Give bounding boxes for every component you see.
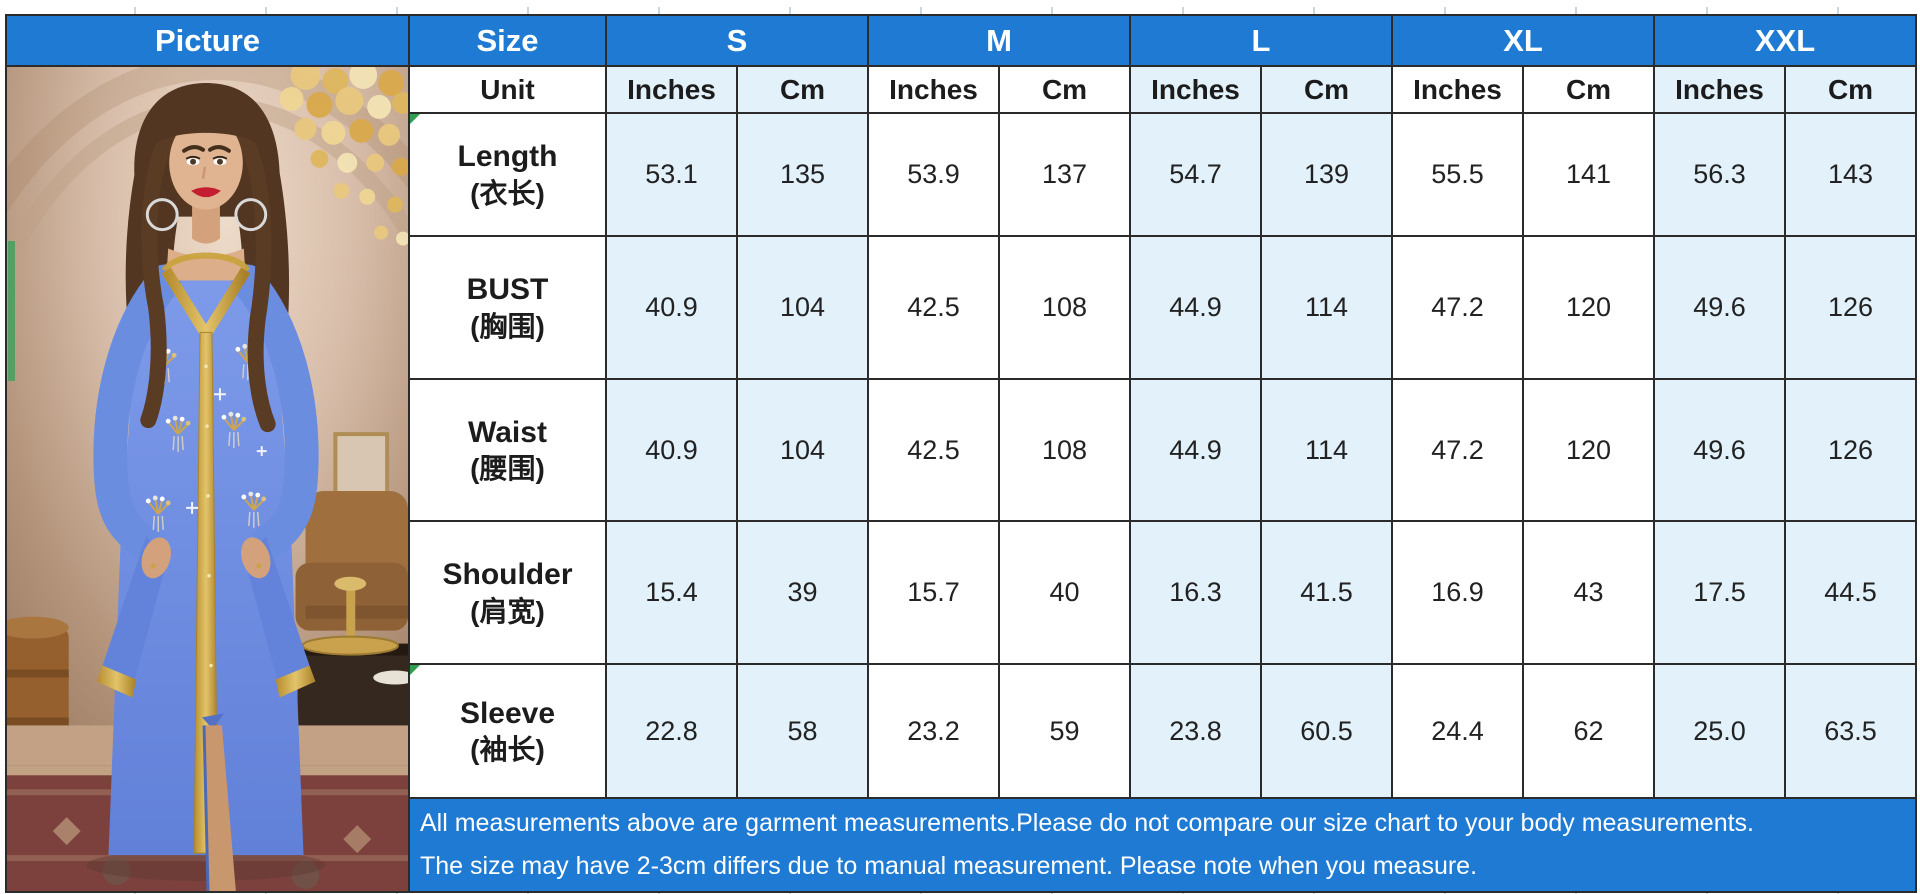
unit-header-xxl-cm: Cm [1786, 67, 1917, 114]
unit-header-xl-inches: Inches [1393, 67, 1524, 114]
value-length-s-inches: 53.1 [607, 114, 738, 237]
value-shoulder-xl-cm: 43 [1524, 522, 1655, 665]
value-sleeve-s-inches: 22.8 [607, 665, 738, 799]
measurement-note-line-1: All measurements above are garment measu… [420, 809, 1754, 837]
spreadsheet-artifact [8, 241, 15, 381]
unit-header-m-cm: Cm [1000, 67, 1131, 114]
value-waist-xl-inches: 47.2 [1393, 380, 1524, 522]
value-waist-l-cm: 114 [1262, 380, 1393, 522]
value-bust-m-cm: 108 [1000, 237, 1131, 380]
value-length-xxl-cm: 143 [1786, 114, 1917, 237]
size-group-header-xl: XL [1393, 16, 1655, 67]
unit-header: Unit [410, 67, 607, 114]
chandelier [279, 67, 408, 246]
value-waist-m-inches: 42.5 [869, 380, 1000, 522]
unit-header-l-inches: Inches [1131, 67, 1262, 114]
value-length-m-inches: 53.9 [869, 114, 1000, 237]
size-group-header-l: L [1131, 16, 1393, 67]
value-shoulder-xl-inches: 16.9 [1393, 522, 1524, 665]
value-sleeve-xxl-cm: 63.5 [1786, 665, 1917, 799]
value-shoulder-m-cm: 40 [1000, 522, 1131, 665]
row-label-shoulder: Shoulder (肩宽) [410, 522, 607, 665]
value-bust-m-inches: 42.5 [869, 237, 1000, 380]
measurement-note-line-2: The size may have 2-3cm differs due to m… [420, 852, 1478, 880]
sparkles [186, 388, 267, 514]
row-label-zh: (胸围) [470, 310, 545, 342]
unit-header-s-cm: Cm [738, 67, 869, 114]
value-bust-l-cm: 114 [1262, 237, 1393, 380]
value-bust-xl-cm: 120 [1524, 237, 1655, 380]
value-shoulder-l-inches: 16.3 [1131, 522, 1262, 665]
unit-header-xl-cm: Cm [1524, 67, 1655, 114]
value-shoulder-xxl-cm: 44.5 [1786, 522, 1917, 665]
value-shoulder-m-inches: 15.7 [869, 522, 1000, 665]
value-bust-xl-inches: 47.2 [1393, 237, 1524, 380]
value-sleeve-xxl-inches: 25.0 [1655, 665, 1786, 799]
value-bust-l-inches: 44.9 [1131, 237, 1262, 380]
row-label-zh: (腰围) [470, 453, 545, 485]
top-gutter [5, 7, 1917, 14]
size-chart-table: Picture Size S M L XL XXL [5, 14, 1917, 893]
value-waist-xxl-inches: 49.6 [1655, 380, 1786, 522]
value-waist-s-inches: 40.9 [607, 380, 738, 522]
row-label-en: Shoulder [442, 558, 573, 592]
value-bust-xxl-inches: 49.6 [1655, 237, 1786, 380]
size-group-header-m: M [869, 16, 1131, 67]
value-length-xxl-inches: 56.3 [1655, 114, 1786, 237]
unit-header-s-inches: Inches [607, 67, 738, 114]
value-sleeve-m-inches: 23.2 [869, 665, 1000, 799]
value-waist-m-cm: 108 [1000, 380, 1131, 522]
row-label-waist: Waist (腰围) [410, 380, 607, 522]
value-length-xl-cm: 141 [1524, 114, 1655, 237]
value-sleeve-s-cm: 58 [738, 665, 869, 799]
row-label-en: Sleeve [459, 696, 556, 730]
unit-header-xxl-inches: Inches [1655, 67, 1786, 114]
row-label-sleeve: Sleeve (袖长) [410, 665, 607, 799]
row-label-zh: (袖长) [470, 734, 545, 766]
value-shoulder-s-cm: 39 [738, 522, 869, 665]
value-sleeve-l-inches: 23.8 [1131, 665, 1262, 799]
value-sleeve-m-cm: 59 [1000, 665, 1131, 799]
value-waist-l-inches: 44.9 [1131, 380, 1262, 522]
value-shoulder-l-cm: 41.5 [1262, 522, 1393, 665]
model-photo-illustration [7, 67, 408, 891]
value-waist-xl-cm: 120 [1524, 380, 1655, 522]
value-waist-s-cm: 104 [738, 380, 869, 522]
model-figure [93, 82, 319, 891]
row-label-en: BUST [466, 273, 549, 307]
unit-header-l-cm: Cm [1262, 67, 1393, 114]
value-length-m-cm: 137 [1000, 114, 1131, 237]
value-sleeve-xl-cm: 62 [1524, 665, 1655, 799]
value-waist-xxl-cm: 126 [1786, 380, 1917, 522]
row-label-en: Waist [468, 415, 547, 449]
value-sleeve-xl-inches: 24.4 [1393, 665, 1524, 799]
size-column-header: Size [410, 16, 607, 67]
size-group-header-xxl: XXL [1655, 16, 1917, 67]
value-bust-xxl-cm: 126 [1786, 237, 1917, 380]
value-length-l-cm: 139 [1262, 114, 1393, 237]
value-shoulder-xxl-inches: 17.5 [1655, 522, 1786, 665]
value-sleeve-l-cm: 60.5 [1262, 665, 1393, 799]
row-label-zh: (肩宽) [470, 595, 545, 627]
value-bust-s-inches: 40.9 [607, 237, 738, 380]
row-label-zh: (衣长) [470, 177, 545, 209]
value-length-l-inches: 54.7 [1131, 114, 1262, 237]
row-label-en: Length [457, 140, 558, 174]
value-length-xl-inches: 55.5 [1393, 114, 1524, 237]
model-photo [7, 67, 410, 893]
value-length-s-cm: 135 [738, 114, 869, 237]
row-label-bust: BUST (胸围) [410, 237, 607, 380]
picture-column-header: Picture [7, 16, 410, 67]
measurement-note: All measurements above are garment measu… [410, 799, 1917, 893]
unit-header-m-inches: Inches [869, 67, 1000, 114]
row-label-length: Length (衣长) [410, 114, 607, 237]
value-bust-s-cm: 104 [738, 237, 869, 380]
value-shoulder-s-inches: 15.4 [607, 522, 738, 665]
size-group-header-s: S [607, 16, 869, 67]
